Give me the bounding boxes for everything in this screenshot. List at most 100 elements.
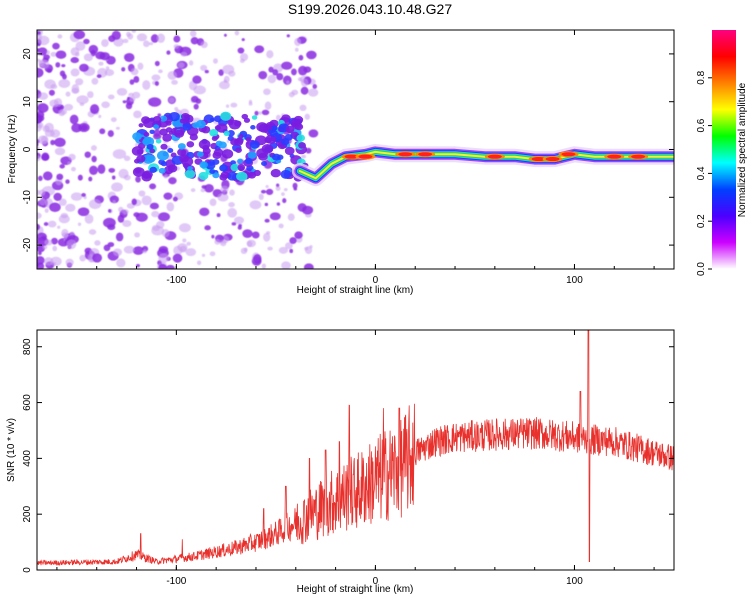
noise-blob: [204, 69, 209, 74]
band-blob: [234, 120, 242, 127]
noise-blob: [173, 44, 180, 49]
noise-blob: [258, 193, 264, 201]
band-blob: [143, 132, 150, 137]
band-blob: [209, 117, 215, 122]
noise-blob: [269, 212, 281, 221]
colorbar-tick-label: 0.0: [696, 262, 707, 276]
noise-blob: [201, 185, 207, 189]
noise-blob: [211, 234, 215, 239]
noise-blob: [222, 64, 235, 75]
noise-blob: [265, 188, 274, 196]
noise-blob: [275, 114, 281, 121]
noise-blob: [178, 223, 191, 233]
noise-blob: [132, 91, 141, 99]
band-blob: [187, 166, 193, 171]
ridge-hotspot: [344, 154, 359, 159]
colorbar: 0.0 0.2 0.4 0.6 0.8 Normalized spectral ampl…: [696, 30, 748, 276]
spectrogram-band: [131, 111, 311, 182]
noise-blob: [88, 199, 102, 210]
noise-blob: [185, 248, 197, 257]
x-tick-label: 0: [373, 275, 379, 286]
noise-blob: [267, 246, 273, 251]
snr-axes: -100 0 100 0 200 400 600 800: [22, 330, 674, 587]
noise-blob: [292, 182, 298, 189]
band-blob: [272, 153, 281, 161]
noise-blob: [297, 203, 307, 212]
noise-blob: [209, 198, 217, 207]
noise-blob: [129, 79, 135, 85]
noise-blob: [123, 155, 131, 162]
noise-blob: [90, 145, 97, 151]
noise-blob: [300, 154, 307, 159]
snr-xlabel: Height of straight line (km): [297, 584, 414, 595]
band-blob: [209, 128, 219, 137]
noise-blob: [50, 84, 58, 90]
noise-blob: [65, 258, 74, 267]
band-blob: [247, 171, 257, 179]
noise-blob: [77, 174, 83, 181]
noise-blob: [182, 238, 187, 243]
band-blob: [261, 144, 274, 154]
noise-blob: [54, 147, 66, 156]
noise-blob: [186, 241, 191, 246]
noise-blob: [49, 99, 59, 108]
band-blob: [184, 169, 196, 179]
noise-blob: [136, 33, 148, 42]
noise-blob: [263, 232, 271, 242]
noise-blob: [108, 209, 112, 213]
spectrogram-plot-area: [37, 30, 674, 269]
band-blob: [155, 138, 162, 144]
noise-blob: [231, 222, 237, 226]
band-blob: [159, 115, 168, 122]
noise-blob: [104, 69, 115, 77]
noise-blob: [268, 66, 274, 73]
colorbar-label: Normalized spectral amplitude: [737, 82, 748, 217]
band-blob: [223, 130, 230, 136]
noise-blob: [112, 200, 116, 204]
band-blob: [149, 148, 156, 154]
noise-blob: [163, 192, 173, 200]
noise-blob: [306, 50, 317, 60]
noise-blob: [129, 96, 136, 102]
band-blob: [143, 118, 156, 129]
ridge-hotspot: [561, 152, 576, 157]
colorbar-tick-label: 0.2: [696, 214, 707, 228]
noise-blob: [107, 94, 115, 100]
band-blob: [137, 142, 146, 150]
noise-blob: [307, 88, 319, 97]
band-blob: [212, 151, 222, 160]
noise-blob: [122, 100, 127, 104]
noise-blob: [200, 188, 206, 193]
noise-blob: [193, 103, 199, 110]
band-blob: [245, 137, 252, 142]
noise-blob: [157, 212, 171, 222]
x-tick-label: 100: [566, 275, 583, 286]
band-blob: [196, 151, 204, 158]
noise-blob: [61, 64, 66, 68]
noise-blob: [151, 210, 160, 218]
noise-blob: [77, 222, 82, 227]
band-blob: [160, 143, 168, 150]
noise-blob: [49, 202, 61, 213]
noise-blob: [75, 78, 84, 86]
noise-blob: [216, 213, 221, 218]
noise-blob: [263, 88, 271, 96]
band-blob: [152, 116, 162, 124]
noise-blob: [37, 48, 40, 52]
noise-blob: [88, 229, 97, 235]
band-blob: [146, 143, 154, 150]
noise-blob: [99, 128, 106, 135]
noise-blob: [227, 207, 238, 218]
band-blob: [136, 148, 144, 155]
band-blob: [249, 140, 260, 149]
noise-blob: [122, 38, 129, 44]
noise-blob: [133, 76, 140, 83]
noise-blob: [115, 126, 120, 130]
noise-blob: [281, 192, 285, 196]
noise-blob: [248, 101, 253, 106]
noise-blob: [281, 261, 291, 269]
noise-blob: [294, 37, 302, 47]
noise-blob: [190, 188, 196, 193]
band-blob: [296, 134, 306, 142]
noise-blob: [172, 196, 178, 202]
